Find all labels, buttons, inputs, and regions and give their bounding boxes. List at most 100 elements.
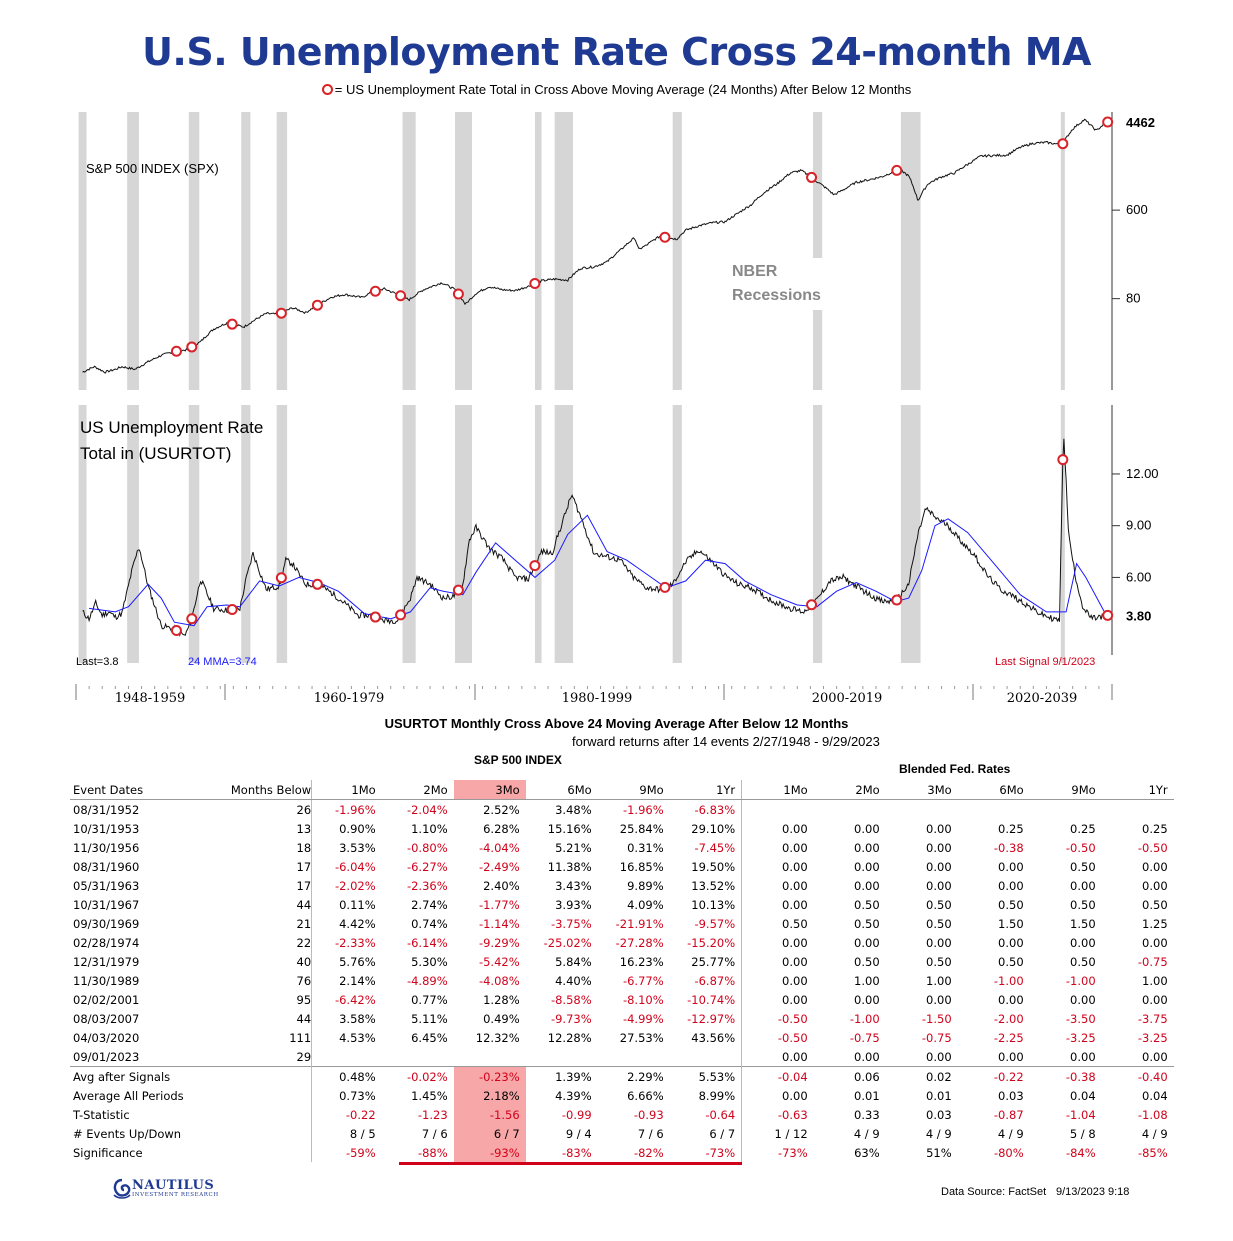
recession-band-bottom bbox=[454, 405, 473, 663]
ur-signal-marker bbox=[369, 611, 381, 623]
table-cell: 0.02 bbox=[885, 1066, 958, 1086]
x-axis-segment-label: 1960-1979 bbox=[314, 691, 385, 706]
table-cell: 8.99% bbox=[698, 1088, 736, 1103]
ur-signal-marker bbox=[311, 578, 323, 590]
column-header: 1Mo bbox=[311, 780, 382, 800]
table-cell: -6.27% bbox=[406, 859, 448, 874]
ur-signal-marker bbox=[170, 625, 182, 637]
spx-signal-marker bbox=[659, 231, 671, 243]
table-cell: -2.36% bbox=[406, 878, 448, 893]
table-row: 10/31/1967 44 0.11% 2.74% -1.77% 3.93% 4.09% 10… bbox=[70, 895, 1174, 914]
spx-line bbox=[82, 118, 1107, 374]
table-cell: -8.10% bbox=[622, 992, 664, 1007]
table-cell: -0.38 bbox=[993, 840, 1024, 855]
table-cell bbox=[311, 1047, 382, 1067]
recession-band-top bbox=[554, 112, 574, 390]
top-last-value-label: 4462 bbox=[1126, 115, 1155, 130]
table-cell: -12.97% bbox=[687, 1011, 736, 1026]
table-cell: -6.83% bbox=[694, 802, 736, 817]
table-cell: 10/31/1967 bbox=[73, 897, 140, 912]
table-cell: 0.00 bbox=[1070, 935, 1096, 950]
table-cell: 0.50 bbox=[854, 897, 880, 912]
table-cell: 0.00 bbox=[741, 1047, 814, 1067]
table-cell: -73% bbox=[741, 1143, 814, 1162]
table-cell: 0.00 bbox=[741, 990, 814, 1009]
table-cell: 1.50 bbox=[1070, 916, 1096, 931]
recession-band-bottom bbox=[813, 405, 823, 663]
table-cell: 1.50 bbox=[998, 916, 1024, 931]
ur-signal-marker bbox=[275, 572, 287, 584]
table-cell: 29 bbox=[296, 1049, 312, 1064]
spx-signal-marker bbox=[1102, 116, 1114, 128]
summary-row: Average All Periods 0.73% 1.45% 2.18% 4.39% 6… bbox=[70, 1086, 1174, 1105]
table-cell: 0.00 bbox=[926, 821, 952, 836]
table-cell: 10/31/1953 bbox=[73, 821, 140, 836]
table-cell: 0.03 bbox=[926, 1107, 952, 1122]
table-cell: -1.14% bbox=[478, 916, 520, 931]
table-cell bbox=[1030, 800, 1102, 820]
table-cell: 22 bbox=[296, 935, 312, 950]
table-cell: 5 / 8 bbox=[1069, 1126, 1096, 1141]
recession-band-top bbox=[127, 112, 139, 390]
table-cell: -4.89% bbox=[406, 973, 448, 988]
table-cell: 0.77% bbox=[411, 992, 448, 1007]
table-cell: -0.38 bbox=[1029, 1066, 1102, 1086]
recession-band-bottom bbox=[276, 405, 288, 663]
table-cell: -0.50 bbox=[741, 1009, 814, 1028]
table-cell: 0.00 bbox=[854, 992, 880, 1007]
table-cell: 2.74% bbox=[411, 897, 448, 912]
x-axis-segment-label: 1980-1999 bbox=[562, 691, 633, 706]
table-cell: 0.01 bbox=[854, 1088, 880, 1103]
returns-table: Event Dates Months Below 1Mo 2Mo 3Mo 6Mo 9Mo 1Y… bbox=[70, 780, 1174, 1162]
bottom-y-tick-label: 12.00 bbox=[1126, 466, 1159, 481]
group-label-fed: Blended Fed. Rates bbox=[899, 762, 1011, 776]
table-cell: 6.28% bbox=[483, 821, 520, 836]
table-cell: -2.49% bbox=[478, 859, 520, 874]
table-cell: 08/31/1960 bbox=[73, 859, 140, 874]
summary-row: # Events Up/Down 8 / 5 7 / 6 6 / 7 9 / 4 7 / … bbox=[70, 1124, 1174, 1143]
table-cell: 76 bbox=[296, 973, 312, 988]
table-cell: 7 / 6 bbox=[637, 1126, 664, 1141]
column-header: 2Mo bbox=[813, 780, 886, 800]
table-cell: -1.96% bbox=[622, 802, 664, 817]
highlight-underline bbox=[399, 1162, 742, 1165]
table-cell: 0.49% bbox=[483, 1011, 520, 1026]
table-cell: -0.22 bbox=[311, 1105, 382, 1124]
unemployment-line bbox=[82, 438, 1107, 638]
table-cell: -83% bbox=[561, 1145, 592, 1160]
table-cell: 0.00 bbox=[741, 895, 814, 914]
table-cell: -7.45% bbox=[694, 840, 736, 855]
summary-row: T-Statistic -0.22 -1.23 -1.56 -0.99 -0.93 -0.6… bbox=[70, 1105, 1174, 1124]
summary-row: Avg after Signals 0.48% -0.02% -0.23% 1.39% 2… bbox=[70, 1066, 1174, 1086]
table-cell: 1.00 bbox=[926, 973, 952, 988]
table-cell: -0.80% bbox=[406, 840, 448, 855]
spx-signal-marker bbox=[170, 345, 182, 357]
table-cell: 0.00 bbox=[926, 840, 952, 855]
recession-band-top bbox=[534, 112, 542, 390]
table-row: 09/01/2023 29 0.00 0.00 0.00 0.00 0.00 0.00 bbox=[70, 1047, 1174, 1067]
table-cell: -2.33% bbox=[311, 933, 382, 952]
table-cell: 0.00 bbox=[926, 992, 952, 1007]
table-cell: Significance bbox=[73, 1145, 143, 1160]
ur-panel-label-line2: Total in (USURTOT) bbox=[80, 444, 231, 463]
table-cell: 0.00 bbox=[1142, 1049, 1168, 1064]
table-cell: 0.48% bbox=[311, 1066, 382, 1086]
table-cell: 18 bbox=[296, 840, 312, 855]
table-cell: 95 bbox=[296, 992, 312, 1007]
group-label-spx: S&P 500 INDEX bbox=[474, 753, 562, 767]
table-cell: 0.00 bbox=[741, 838, 814, 857]
table-cell: 6.45% bbox=[411, 1030, 448, 1045]
table-cell: -1.23 bbox=[417, 1107, 448, 1122]
table-row: 04/03/2020 111 4.53% 6.45% 12.32% 12.28% 27.53… bbox=[70, 1028, 1174, 1047]
table-cell: T-Statistic bbox=[73, 1107, 130, 1122]
table-cell: -85% bbox=[1137, 1145, 1168, 1160]
x-axis-segment-label: 1948-1959 bbox=[115, 691, 186, 706]
table-row: 02/02/2001 95 -6.42% 0.77% 1.28% -8.58% -8.10%… bbox=[70, 990, 1174, 1009]
summary-row: Significance -59% -88% -93% -83% -82% -73% -73%… bbox=[70, 1143, 1174, 1162]
chart-subtitle: = US Unemployment Rate Total in Cross Ab… bbox=[0, 82, 1233, 97]
table-cell: 0.50 bbox=[854, 916, 880, 931]
table-cell: -1.50 bbox=[921, 1011, 952, 1026]
table-cell: -0.50 bbox=[1137, 840, 1168, 855]
timestamp: 9/13/2023 9:18 bbox=[1056, 1186, 1130, 1198]
table-cell: -9.57% bbox=[694, 916, 736, 931]
